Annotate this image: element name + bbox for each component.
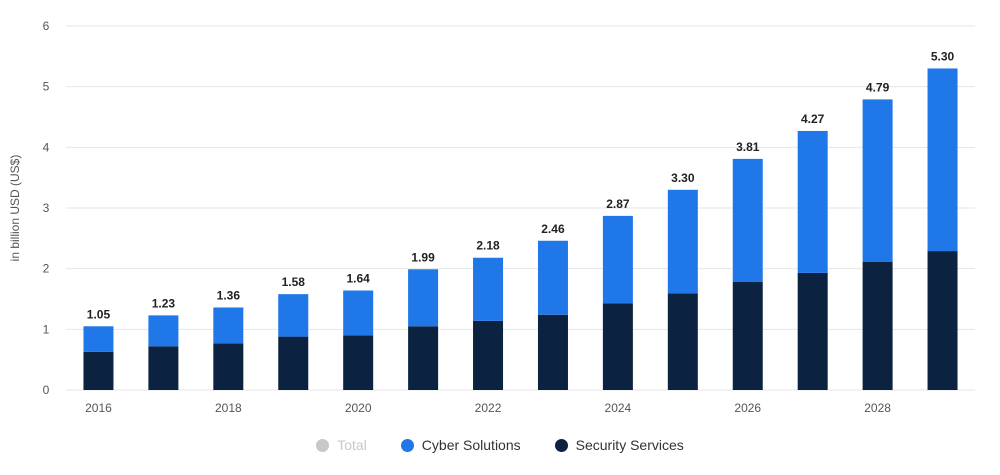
data-label: 4.27	[801, 112, 825, 126]
bar-cyber-solutions[interactable]	[732, 158, 763, 283]
bar-security-services[interactable]	[797, 272, 828, 390]
data-label: 1.23	[152, 296, 176, 310]
data-labels: 1.05 1.23 1.36 1.58 1.64 1.99 2.18 2.46 2.87 3.30…	[87, 49, 955, 321]
legend-swatch-cyber-solutions	[400, 438, 414, 452]
legend-label-cyber-solutions: Cyber Solutions	[421, 437, 521, 453]
data-label: 4.79	[866, 80, 890, 94]
bar-cyber-solutions[interactable]	[343, 290, 374, 336]
bar-security-services[interactable]	[537, 314, 568, 390]
data-label: 1.05	[87, 307, 111, 321]
x-axis-ticks: 2016 2018 2020 2022 2024 2026 2028	[85, 401, 891, 415]
bar-security-services[interactable]	[602, 303, 633, 390]
bar-security-services[interactable]	[343, 335, 374, 390]
legend-item-total[interactable]: Total	[316, 437, 367, 453]
bar-security-services[interactable]	[927, 251, 958, 390]
data-label: 1.58	[282, 275, 306, 289]
bar-security-services[interactable]	[667, 293, 698, 390]
data-label: 1.64	[346, 272, 370, 286]
y-axis-label: in billion USD (US$)	[8, 155, 22, 262]
legend-label-security-services: Security Services	[575, 437, 684, 453]
bar-cyber-solutions[interactable]	[408, 269, 439, 327]
data-label: 2.87	[606, 197, 630, 211]
y-tick-label: 6	[43, 19, 50, 33]
bar-security-services[interactable]	[862, 261, 893, 390]
y-tick-label: 3	[43, 201, 50, 215]
data-label: 2.18	[476, 239, 500, 253]
y-axis-ticks: 0 1 2 3 4 5 6	[43, 19, 50, 397]
y-tick-label: 4	[43, 140, 50, 154]
data-label: 1.36	[217, 288, 241, 302]
y-tick-label: 0	[43, 383, 50, 397]
bar-cyber-solutions[interactable]	[213, 307, 244, 344]
x-tick-label: 2024	[605, 401, 632, 415]
bar-security-services[interactable]	[408, 326, 439, 390]
bars	[83, 68, 958, 390]
bar-cyber-solutions[interactable]	[473, 257, 504, 321]
stacked-bar-chart: in billion USD (US$) 0 1 2 3 4 5 6 1.05 1.23 1.3…	[8, 19, 975, 415]
data-label: 5.30	[931, 49, 955, 63]
legend: Total Cyber Solutions Security Services	[0, 432, 1000, 458]
bar-cyber-solutions[interactable]	[148, 315, 179, 347]
bar-cyber-solutions[interactable]	[862, 99, 893, 262]
bar-security-services[interactable]	[148, 346, 179, 390]
bar-cyber-solutions[interactable]	[83, 326, 114, 352]
bar-security-services[interactable]	[213, 343, 244, 390]
bar-cyber-solutions[interactable]	[537, 240, 568, 315]
data-label: 3.81	[736, 140, 760, 154]
gridlines	[66, 25, 975, 391]
x-tick-label: 2022	[475, 401, 502, 415]
legend-swatch-security-services	[554, 438, 568, 452]
bar-cyber-solutions[interactable]	[927, 68, 958, 252]
bar-cyber-solutions[interactable]	[797, 130, 828, 273]
bar-security-services[interactable]	[473, 320, 504, 390]
legend-item-cyber-solutions[interactable]: Cyber Solutions	[400, 437, 521, 453]
x-tick-label: 2026	[734, 401, 761, 415]
y-tick-label: 1	[43, 322, 50, 336]
data-label: 2.46	[541, 222, 565, 236]
data-label: 1.99	[411, 250, 435, 264]
legend-item-security-services[interactable]: Security Services	[554, 437, 684, 453]
x-tick-label: 2028	[864, 401, 891, 415]
bar-cyber-solutions[interactable]	[278, 294, 309, 337]
bar-cyber-solutions[interactable]	[667, 189, 698, 294]
bar-security-services[interactable]	[278, 336, 309, 390]
legend-swatch-total	[316, 438, 330, 452]
y-tick-label: 2	[43, 262, 50, 276]
x-tick-label: 2018	[215, 401, 242, 415]
x-tick-label: 2020	[345, 401, 372, 415]
bar-cyber-solutions[interactable]	[602, 215, 633, 304]
data-label: 3.30	[671, 171, 695, 185]
y-tick-label: 5	[43, 80, 50, 94]
x-tick-label: 2016	[85, 401, 112, 415]
bar-security-services[interactable]	[83, 351, 114, 390]
bar-security-services[interactable]	[732, 282, 763, 390]
legend-label-total: Total	[337, 437, 367, 453]
